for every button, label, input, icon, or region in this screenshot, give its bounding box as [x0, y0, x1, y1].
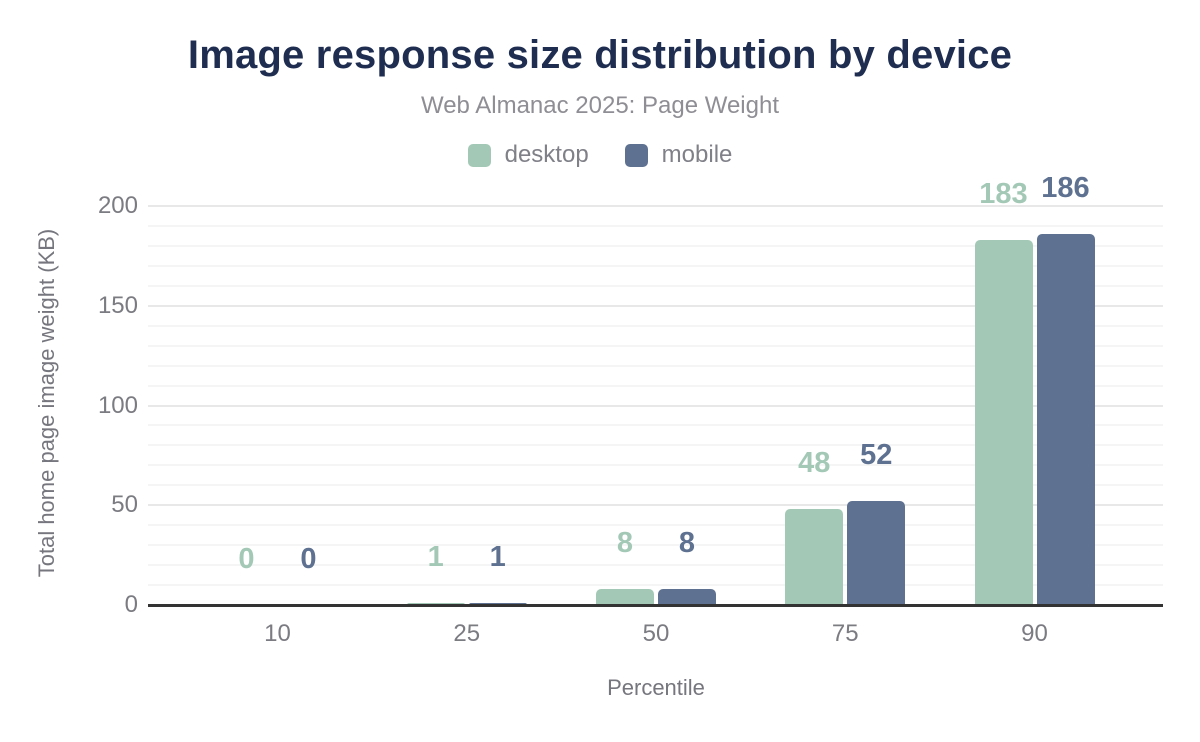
gridline-minor: [148, 424, 1163, 427]
gridline-minor: [148, 224, 1163, 227]
y-tick-label: 200: [97, 192, 138, 219]
bar-value-desktop-p50: 8: [616, 527, 634, 560]
gridline-minor: [148, 444, 1163, 447]
bar-value-desktop-p90: 183: [979, 177, 1028, 210]
bar-value-desktop-p10: 0: [238, 543, 255, 575]
gridline-major: [148, 205, 1163, 207]
chart-subtitle: Web Almanac 2025: Page Weight: [420, 92, 779, 119]
legend-swatch-desktop-icon: [467, 143, 491, 167]
x-tick-label: 75: [831, 620, 859, 647]
gridline-minor: [148, 384, 1163, 387]
x-tick-label: 90: [1021, 620, 1048, 647]
bar-value-mobile-p75: 52: [860, 439, 893, 472]
bar-mobile-p25: [468, 603, 527, 605]
gridline-minor: [148, 564, 1163, 567]
bar-value-desktop-p75: 48: [798, 447, 831, 480]
bar-desktop-p90: [974, 239, 1033, 605]
y-tick-label: 0: [124, 591, 138, 618]
bar-value-mobile-p50: 8: [678, 527, 696, 560]
legend: desktop mobile: [0, 141, 1200, 169]
bar-mobile-p50: [658, 589, 716, 605]
gridline-minor: [148, 524, 1163, 527]
bar-value-mobile-p90: 186: [1041, 171, 1090, 204]
gridline-minor: [148, 364, 1163, 367]
gridline-minor: [148, 544, 1163, 547]
gridline-major: [148, 504, 1163, 507]
chart-title: Image response size distribution by devi…: [187, 33, 1013, 77]
y-axis-title: Total home page image weight (KB): [34, 228, 59, 578]
x-tick-label: 25: [453, 620, 481, 647]
gridline-minor: [148, 264, 1163, 267]
legend-item-mobile[interactable]: mobile: [624, 141, 733, 169]
legend-item-desktop[interactable]: desktop: [467, 141, 589, 169]
x-tick-label: 10: [264, 620, 291, 647]
bar-desktop-p75: [785, 509, 844, 605]
gridline-major: [148, 304, 1163, 307]
legend-label-desktop: desktop: [504, 141, 589, 168]
bar-value-mobile-p10: 0: [300, 543, 317, 575]
gridline-minor: [148, 244, 1163, 247]
gridline-minor: [148, 344, 1163, 347]
bar-desktop-p50: [596, 589, 654, 605]
gridline-minor: [148, 284, 1163, 287]
x-axis-line: [148, 604, 1163, 607]
gridline-major: [148, 404, 1163, 407]
y-tick-label: 100: [97, 391, 138, 419]
legend-swatch-mobile-icon: [624, 143, 648, 167]
legend-label-mobile: mobile: [661, 141, 733, 168]
bar-mobile-p75: [847, 501, 906, 605]
gridline-minor: [148, 584, 1163, 587]
bar-value-mobile-p25: 1: [489, 541, 506, 573]
bar-desktop-p25: [406, 603, 465, 605]
x-tick-label: 50: [642, 620, 670, 647]
gridline-minor: [148, 464, 1163, 467]
y-tick-label: 150: [97, 291, 138, 319]
x-axis-title: Percentile: [607, 675, 705, 700]
y-tick-label: 50: [111, 491, 138, 519]
gridline-minor: [148, 484, 1163, 487]
bar-mobile-p90: [1036, 233, 1095, 605]
gridline-minor: [148, 324, 1163, 327]
bar-value-desktop-p25: 1: [427, 541, 444, 573]
